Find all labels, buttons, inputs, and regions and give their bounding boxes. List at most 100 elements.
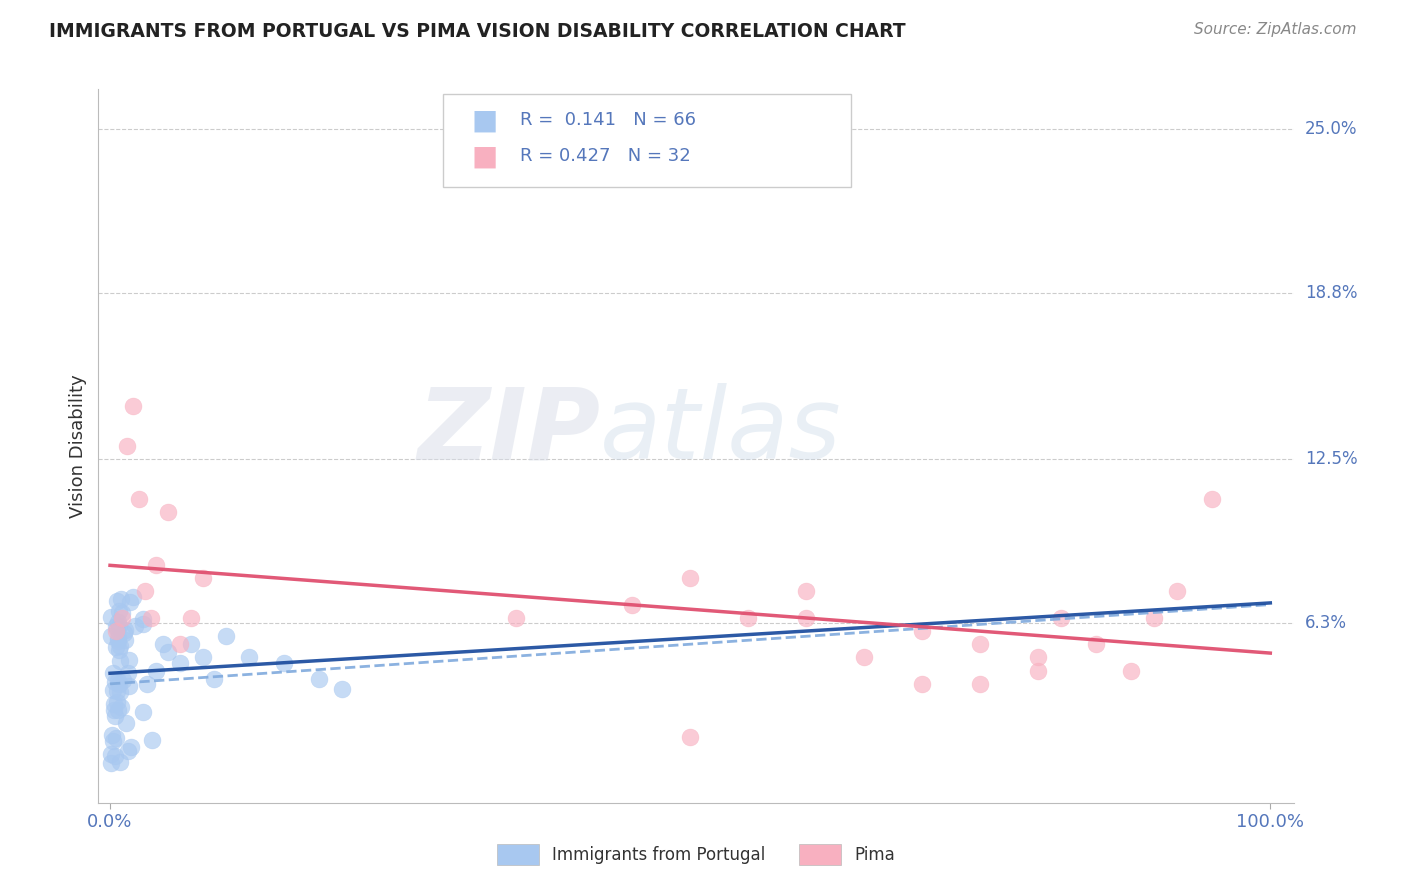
Point <box>679 571 702 585</box>
Point <box>141 732 163 747</box>
Point <box>112 625 135 640</box>
Point <box>1119 664 1142 678</box>
Text: R =  0.141   N = 66: R = 0.141 N = 66 <box>520 112 696 129</box>
Point <box>105 623 128 637</box>
Point <box>238 650 260 665</box>
Point <box>169 656 191 670</box>
Point <box>120 740 142 755</box>
Point <box>132 611 155 625</box>
Point <box>122 400 145 414</box>
Point <box>100 747 122 761</box>
Point <box>215 629 238 643</box>
Point <box>111 606 134 620</box>
Point <box>101 682 124 697</box>
Point <box>103 697 125 711</box>
Point <box>1166 584 1188 599</box>
Point <box>794 584 817 599</box>
Point <box>117 744 139 758</box>
Point <box>273 656 295 670</box>
Point <box>110 685 132 699</box>
Point <box>180 637 202 651</box>
Point <box>103 666 125 681</box>
Point <box>911 677 934 691</box>
Y-axis label: Vision Disability: Vision Disability <box>69 374 87 518</box>
Point <box>105 594 128 608</box>
Point <box>107 684 129 698</box>
Point <box>1026 650 1049 665</box>
Point <box>114 623 136 637</box>
Point <box>107 619 129 633</box>
Point <box>204 672 226 686</box>
Point <box>108 639 131 653</box>
Point <box>1201 491 1223 506</box>
Text: 6.3%: 6.3% <box>1305 614 1347 632</box>
Point <box>110 700 132 714</box>
Point <box>969 677 991 691</box>
Point <box>121 591 143 605</box>
Point <box>111 673 134 687</box>
Point <box>117 666 139 681</box>
Point <box>621 598 644 612</box>
Point <box>103 703 125 717</box>
Point <box>100 629 122 643</box>
Point <box>911 624 934 638</box>
Point <box>191 571 214 585</box>
Point <box>1026 664 1049 678</box>
Point <box>679 730 702 744</box>
Point <box>152 636 174 650</box>
Point <box>124 618 146 632</box>
Point <box>100 756 122 770</box>
Point <box>118 653 141 667</box>
Point <box>110 592 132 607</box>
Point <box>118 679 141 693</box>
Point <box>132 705 155 719</box>
Point <box>107 695 129 709</box>
Point <box>737 611 759 625</box>
Point <box>107 634 129 648</box>
Point <box>136 676 159 690</box>
Point <box>330 682 353 697</box>
Point <box>110 755 132 769</box>
Point <box>108 604 131 618</box>
Text: atlas: atlas <box>600 384 842 480</box>
Point <box>1143 611 1166 625</box>
Text: 18.8%: 18.8% <box>1305 284 1357 301</box>
Point <box>105 619 128 633</box>
Point <box>308 672 330 686</box>
Text: ■: ■ <box>471 106 498 135</box>
Point <box>105 640 128 655</box>
Legend: Immigrants from Portugal, Pima: Immigrants from Portugal, Pima <box>489 836 903 873</box>
Point <box>145 664 167 678</box>
Point <box>103 708 125 723</box>
Point <box>104 749 127 764</box>
Point <box>128 491 150 506</box>
Point <box>132 616 155 631</box>
Text: 12.5%: 12.5% <box>1305 450 1357 468</box>
Text: Source: ZipAtlas.com: Source: ZipAtlas.com <box>1194 22 1357 37</box>
Point <box>134 584 156 599</box>
Point <box>104 675 127 690</box>
Point <box>114 632 136 647</box>
Point <box>853 650 876 665</box>
Point <box>1085 637 1108 651</box>
Point <box>157 645 180 659</box>
Point <box>1050 611 1073 625</box>
Point <box>180 611 202 625</box>
Point <box>105 731 128 745</box>
Point <box>115 715 138 730</box>
Point <box>100 610 122 624</box>
Point <box>157 505 180 519</box>
Point <box>794 611 817 625</box>
Point <box>107 674 129 689</box>
Text: R = 0.427   N = 32: R = 0.427 N = 32 <box>520 147 690 165</box>
Point <box>117 439 139 453</box>
Point <box>103 733 125 747</box>
Text: 25.0%: 25.0% <box>1305 120 1357 138</box>
Point <box>107 703 129 717</box>
Text: IMMIGRANTS FROM PORTUGAL VS PIMA VISION DISABILITY CORRELATION CHART: IMMIGRANTS FROM PORTUGAL VS PIMA VISION … <box>49 22 905 41</box>
Point <box>191 650 214 665</box>
Point <box>505 611 527 625</box>
Point <box>120 595 142 609</box>
Point <box>101 728 124 742</box>
Point <box>104 624 127 638</box>
